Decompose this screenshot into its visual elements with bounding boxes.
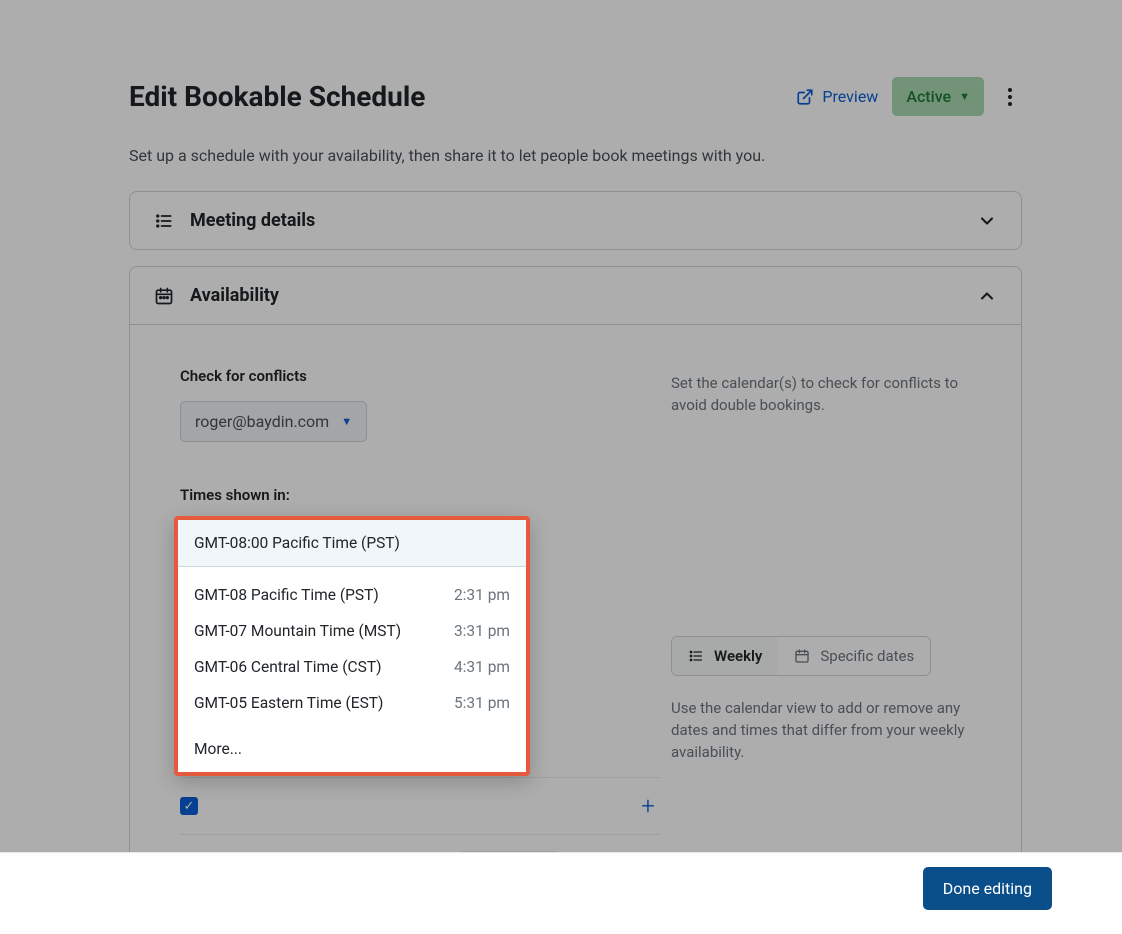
timezone-option[interactable]: GMT-06 Central Time (CST) 4:31 pm bbox=[178, 649, 526, 685]
timezone-option[interactable]: GMT-05 Eastern Time (EST) 5:31 pm bbox=[178, 685, 526, 721]
timezone-option[interactable]: GMT-08 Pacific Time (PST) 2:31 pm bbox=[178, 577, 526, 613]
timezone-dropdown: GMT-08:00 Pacific Time (PST) GMT-08 Paci… bbox=[174, 516, 530, 776]
timezone-option-time: 4:31 pm bbox=[454, 658, 510, 676]
timezone-option-time: 3:31 pm bbox=[454, 622, 510, 640]
timezone-selected[interactable]: GMT-08:00 Pacific Time (PST) bbox=[178, 520, 526, 567]
timezone-option[interactable]: GMT-07 Mountain Time (MST) 3:31 pm bbox=[178, 613, 526, 649]
timezone-option-time: 5:31 pm bbox=[454, 694, 510, 712]
timezone-option-name: GMT-06 Central Time (CST) bbox=[194, 658, 381, 676]
timezone-more-link[interactable]: More... bbox=[178, 731, 526, 772]
modal-overlay bbox=[0, 0, 1122, 934]
timezone-option-name: GMT-08 Pacific Time (PST) bbox=[194, 586, 379, 604]
done-editing-button[interactable]: Done editing bbox=[923, 867, 1052, 910]
timezone-option-name: GMT-07 Mountain Time (MST) bbox=[194, 622, 401, 640]
timezone-option-name: GMT-05 Eastern Time (EST) bbox=[194, 694, 383, 712]
timezone-options: GMT-08 Pacific Time (PST) 2:31 pm GMT-07 M… bbox=[178, 567, 526, 731]
timezone-option-time: 2:31 pm bbox=[454, 586, 510, 604]
